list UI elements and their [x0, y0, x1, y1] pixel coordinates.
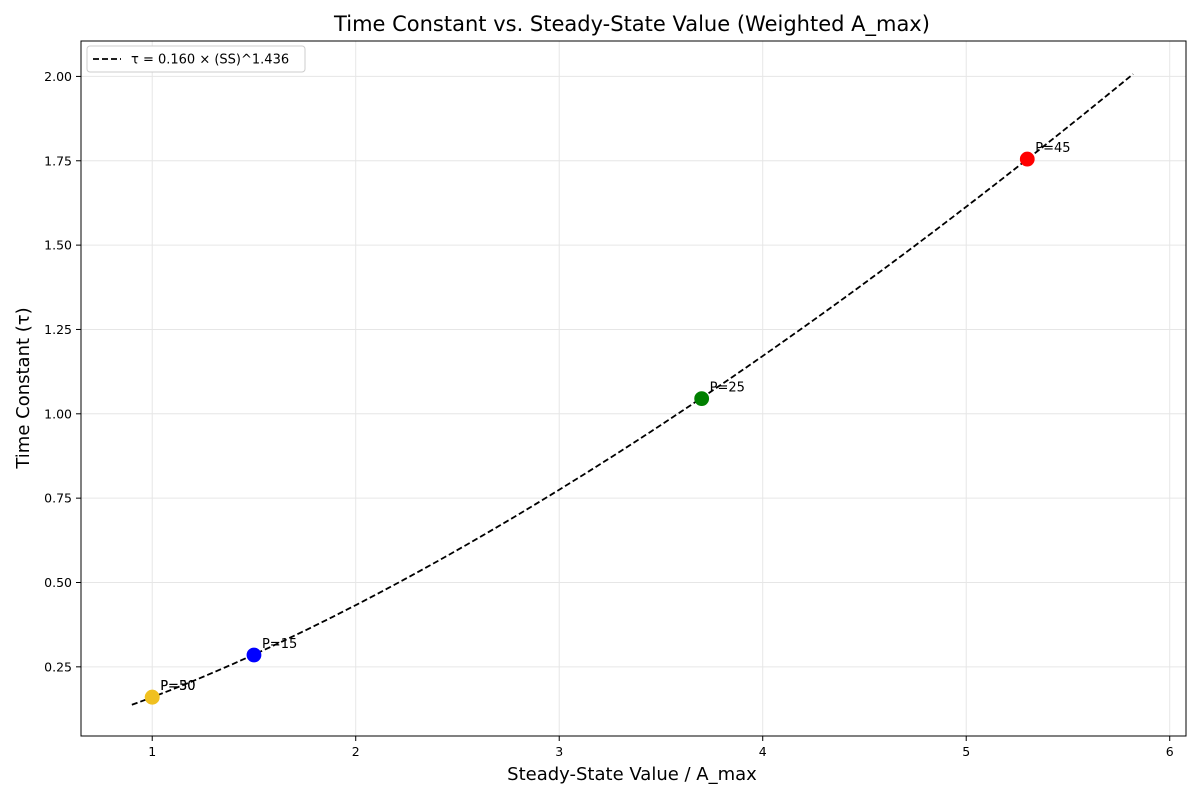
data-point	[144, 689, 160, 705]
data-point	[1019, 151, 1035, 167]
point-label: P=50	[160, 679, 195, 694]
x-tick-label: 3	[555, 744, 563, 759]
y-tick-label: 0.50	[44, 575, 72, 590]
point-label: P=15	[262, 637, 297, 652]
data-point	[246, 647, 262, 663]
grid	[81, 41, 1186, 736]
x-tick-label: 2	[352, 744, 360, 759]
x-tick-label: 6	[1166, 744, 1174, 759]
y-tick-label: 2.00	[44, 69, 72, 84]
y-tick-label: 1.00	[44, 406, 72, 421]
y-tick-label: 1.75	[44, 153, 72, 168]
point-label: P=25	[710, 381, 745, 396]
axis-ticks: 1 2 3 4 5 6 0.25 0.50 0.75 1.00 1.25 1.50 1.75 2.00	[44, 69, 1174, 759]
x-tick-label: 4	[759, 744, 767, 759]
y-axis-title: Time Constant (τ)	[13, 307, 34, 469]
y-tick-label: 0.75	[44, 491, 72, 506]
fit-curve-layer	[131, 73, 1134, 706]
legend-fit-label: τ = 0.160 × (SS)^1.436	[131, 53, 289, 68]
legend: τ = 0.160 × (SS)^1.436	[86, 45, 306, 73]
data-point	[694, 391, 710, 407]
y-tick-label: 0.25	[44, 659, 72, 674]
point-label: P=45	[1035, 141, 1070, 156]
fit-curve-line	[131, 73, 1134, 706]
chart-title: Time Constant vs. Steady-State Value (We…	[333, 12, 930, 37]
y-tick-label: 1.50	[44, 238, 72, 253]
plot-frame	[80, 40, 1187, 737]
y-tick-label: 1.25	[44, 322, 72, 337]
legend-box	[86, 45, 306, 73]
x-tick-label: 5	[962, 744, 970, 759]
data-points: P=30P=50 P=15 P=25 P=45	[144, 141, 1071, 705]
x-tick-label: 1	[148, 744, 156, 759]
x-axis-title: Steady-State Value / A_max	[507, 764, 757, 785]
point-label: P=30	[160, 679, 195, 694]
